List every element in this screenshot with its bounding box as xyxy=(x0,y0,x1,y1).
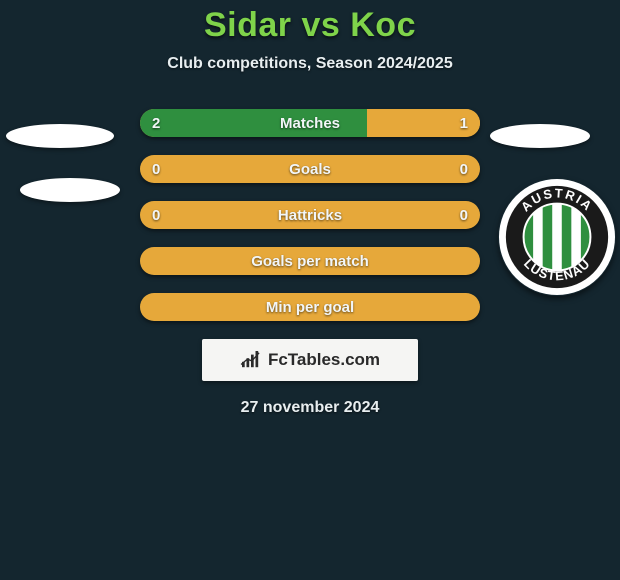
stat-row-label: Matches xyxy=(140,109,480,137)
team-left-badge-placeholder xyxy=(20,178,120,202)
player-left-avatar-placeholder xyxy=(6,124,114,148)
stat-row: Goals per match xyxy=(140,247,480,275)
bar-chart-icon xyxy=(240,351,262,369)
stat-row: Min per goal xyxy=(140,293,480,321)
page-title: Sidar vs Koc xyxy=(0,0,620,45)
player-right-avatar-placeholder xyxy=(490,124,590,148)
watermark: FcTables.com xyxy=(202,339,418,381)
stat-row-label: Goals xyxy=(140,155,480,183)
team-right-badge: AUSTRIA LUSTENAU xyxy=(498,178,616,296)
stat-row-value-left: 0 xyxy=(152,155,160,183)
stat-row: Goals0 0 xyxy=(140,155,480,183)
date-text: 27 november 2024 xyxy=(0,399,620,417)
stat-row-label: Min per goal xyxy=(140,293,480,321)
stat-row: Hattricks0 0 xyxy=(140,201,480,229)
stat-row-value-left: 0 xyxy=(152,201,160,229)
austria-lustenau-badge-icon: AUSTRIA LUSTENAU xyxy=(498,178,616,296)
content: Sidar vs Koc Club competitions, Season 2… xyxy=(0,0,620,580)
stat-row-label: Hattricks xyxy=(140,201,480,229)
watermark-text: FcTables.com xyxy=(268,350,380,370)
stat-row-value-right: 0 xyxy=(460,201,468,229)
subtitle: Club competitions, Season 2024/2025 xyxy=(0,55,620,73)
stat-row-value-left: 2 xyxy=(152,109,160,137)
stat-row-value-right: 1 xyxy=(460,109,468,137)
stat-row-label: Goals per match xyxy=(140,247,480,275)
stat-row-value-right: 0 xyxy=(460,155,468,183)
stat-row: Matches2 1 xyxy=(140,109,480,137)
